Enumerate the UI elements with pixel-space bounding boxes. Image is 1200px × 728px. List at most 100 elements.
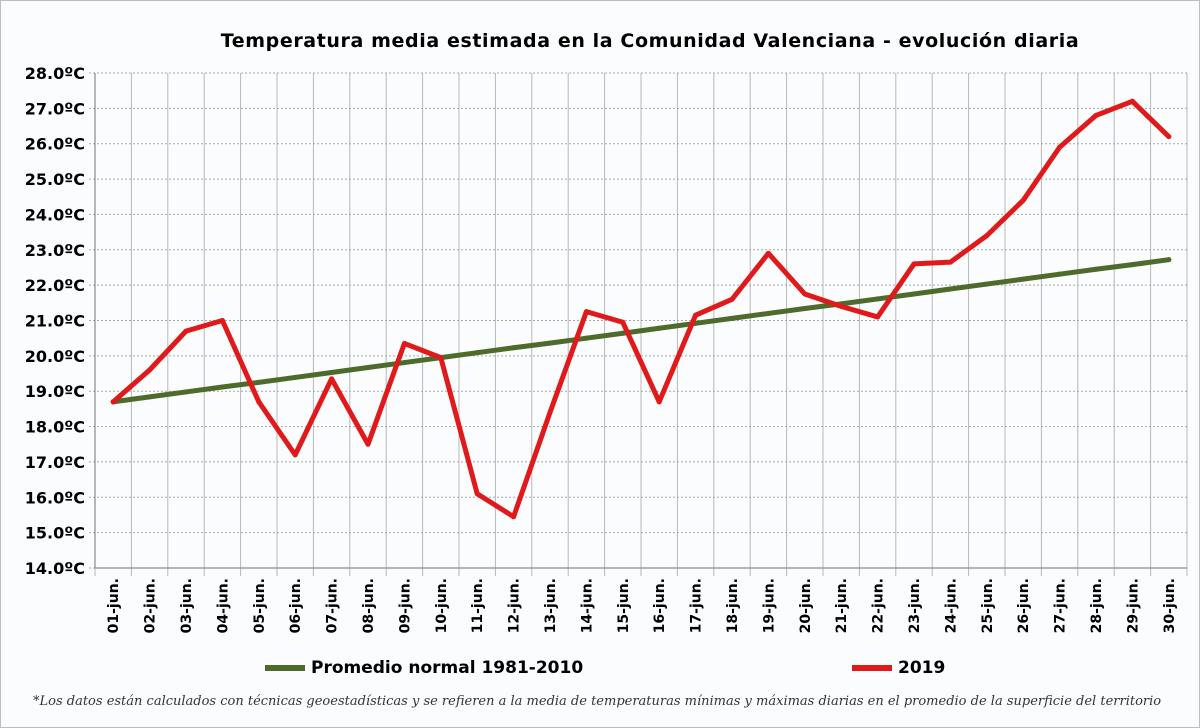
y-tick-label: 26.0ºC — [25, 135, 85, 154]
y-tick-label: 19.0ºC — [25, 382, 85, 401]
y-tick-label: 24.0ºC — [25, 205, 85, 224]
x-tick-label: 26-jun. — [1016, 578, 1032, 633]
x-tick-label: 15-jun. — [616, 578, 632, 633]
y-tick-label: 23.0ºC — [25, 241, 85, 260]
data-point — [147, 367, 153, 373]
data-point — [984, 233, 990, 239]
data-point — [183, 328, 189, 334]
x-tick-label: 24-jun. — [943, 578, 959, 633]
data-point — [329, 369, 335, 375]
x-tick-label: 28-jun. — [1089, 578, 1105, 633]
x-tick-label: 03-jun. — [179, 578, 195, 633]
x-tick-label: 19-jun. — [761, 578, 777, 633]
x-tick-label: 22-jun. — [871, 578, 887, 633]
data-point — [765, 250, 771, 256]
data-point — [474, 491, 480, 497]
data-point — [1093, 112, 1099, 118]
x-tick-label: 01-jun. — [106, 578, 122, 633]
y-tick-label: 20.0ºC — [25, 347, 85, 366]
x-tick-label: 05-jun. — [252, 578, 268, 633]
y-tick-label: 16.0ºC — [25, 488, 85, 507]
x-axis-ticks: 01-jun. 02-jun. 03-jun. 04-jun. 05-jun. 06-ju… — [106, 578, 1178, 633]
data-point — [147, 394, 153, 400]
data-point — [219, 318, 225, 323]
data-point — [511, 514, 517, 520]
x-tick-label: 29-jun. — [1125, 578, 1141, 633]
data-point — [984, 281, 990, 287]
y-tick-label: 28.0ºC — [25, 64, 85, 83]
data-point — [875, 296, 881, 302]
data-point — [219, 384, 225, 390]
x-tick-label: 21-jun. — [834, 578, 850, 633]
x-tick-label: 09-jun. — [397, 578, 413, 633]
legend-item-2019: 2019 — [852, 656, 945, 680]
x-tick-label: 20-jun. — [798, 578, 814, 633]
x-tick-label: 17-jun. — [689, 578, 705, 633]
data-point — [474, 350, 480, 356]
data-point — [1020, 276, 1026, 282]
data-point — [1166, 257, 1172, 263]
legend-label-normal: Promedio normal 1981-2010 — [311, 658, 584, 678]
data-point — [1093, 266, 1099, 272]
data-point — [693, 312, 699, 318]
data-point — [1020, 197, 1026, 203]
data-point — [1129, 98, 1135, 104]
y-tick-label: 21.0ºC — [25, 312, 85, 331]
x-tick-label: 04-jun. — [215, 578, 231, 633]
legend-swatch-normal — [265, 665, 305, 671]
data-point — [911, 261, 917, 267]
data-point — [401, 360, 407, 366]
data-point — [438, 355, 444, 361]
x-tick-label: 25-jun. — [980, 578, 996, 633]
series-line-normal — [110, 257, 1172, 405]
data-point — [656, 399, 662, 405]
x-tick-label: 30-jun. — [1162, 578, 1178, 633]
data-point — [1057, 271, 1063, 277]
y-tick-label: 22.0ºC — [25, 276, 85, 295]
data-point — [583, 309, 589, 315]
data-point — [1057, 144, 1063, 150]
data-point — [183, 389, 189, 395]
data-point — [947, 259, 953, 265]
y-tick-label: 25.0ºC — [25, 170, 85, 189]
y-tick-label: 17.0ºC — [25, 453, 85, 472]
data-point — [802, 305, 808, 311]
x-tick-label: 13-jun. — [543, 578, 559, 633]
data-point — [511, 345, 517, 351]
y-tick-label: 14.0ºC — [25, 559, 85, 578]
x-tick-label: 18-jun. — [725, 578, 741, 633]
series-layer — [110, 98, 1172, 520]
x-tick-label: 08-jun. — [361, 578, 377, 633]
y-tick-label: 15.0ºC — [25, 524, 85, 543]
data-point — [547, 409, 553, 415]
x-tick-label: 06-jun. — [288, 578, 304, 633]
x-tick-label: 23-jun. — [907, 578, 923, 633]
data-point — [911, 291, 917, 297]
data-point — [583, 335, 589, 341]
data-point — [547, 340, 553, 346]
x-tick-label: 27-jun. — [1053, 578, 1069, 633]
data-point — [765, 310, 771, 316]
x-tick-label: 10-jun. — [434, 578, 450, 633]
x-tick-label: 07-jun. — [325, 578, 341, 633]
x-tick-label: 02-jun. — [143, 578, 159, 633]
chart-title: Temperatura media estimada en la Comunid… — [220, 30, 1080, 52]
x-tick-label: 14-jun. — [579, 578, 595, 633]
data-point — [947, 286, 953, 292]
y-axis-ticks: 14.0ºC 15.0ºC 16.0ºC 17.0ºC 18.0ºC 19.0ºC 20.0… — [25, 64, 85, 578]
grid — [89, 72, 1188, 576]
data-point — [1166, 134, 1172, 140]
data-point — [1129, 262, 1135, 268]
data-point — [329, 376, 335, 382]
data-point — [292, 374, 298, 380]
y-tick-label: 27.0ºC — [25, 99, 85, 118]
footnote: *Los datos están calculados con técnicas… — [33, 694, 1162, 709]
data-point — [401, 340, 407, 346]
legend-item-normal: Promedio normal 1981-2010 — [265, 656, 583, 680]
y-tick-label: 18.0ºC — [25, 418, 85, 437]
series-line-2019 — [110, 98, 1172, 520]
data-point — [256, 399, 262, 405]
legend-label-2019: 2019 — [898, 658, 946, 678]
